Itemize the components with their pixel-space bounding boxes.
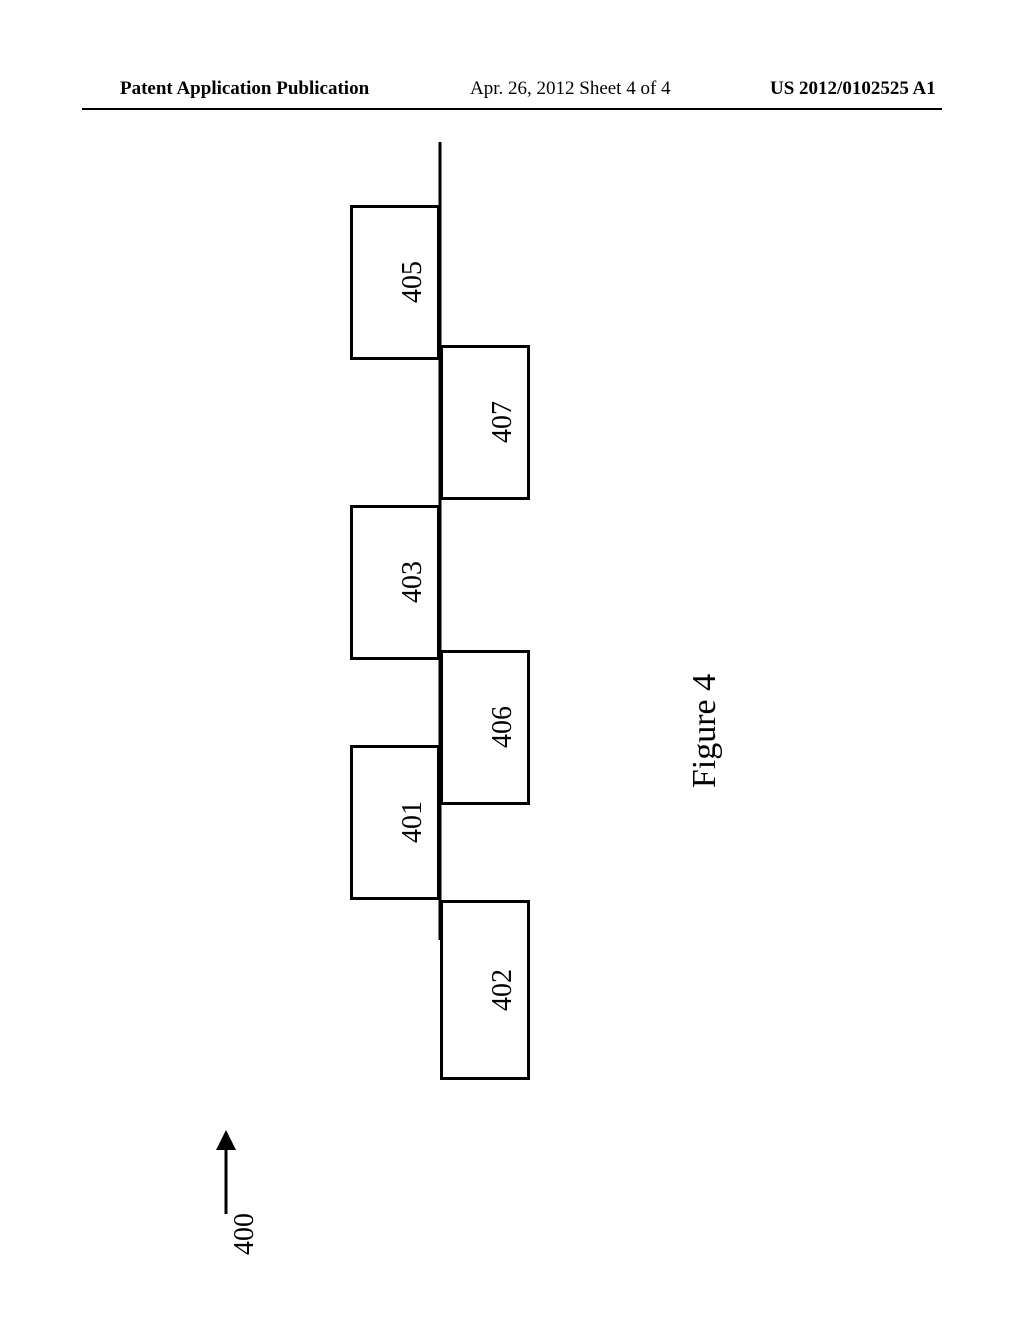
header-center: Apr. 26, 2012 Sheet 4 of 4: [470, 78, 671, 100]
header-rule: [82, 108, 942, 110]
node-label-402: 402: [487, 969, 519, 1011]
page: Patent Application Publication Apr. 26, …: [0, 0, 1024, 1320]
page-header: Patent Application Publication Apr. 26, …: [0, 78, 1024, 108]
figure-diagram: 405407403406401402400Figure 4: [0, 130, 1024, 1230]
node-label-406: 406: [487, 706, 519, 748]
node-label-403: 403: [397, 561, 429, 603]
node-label-401: 401: [397, 801, 429, 843]
header-left: Patent Application Publication: [120, 78, 369, 100]
node-label-405: 405: [397, 261, 429, 303]
figure-caption: Figure 4: [686, 674, 724, 788]
header-right: US 2012/0102525 A1: [770, 78, 936, 100]
node-label-407: 407: [487, 401, 519, 443]
reference-label: 400: [229, 1213, 261, 1255]
reference-arrow: [216, 1130, 236, 1214]
